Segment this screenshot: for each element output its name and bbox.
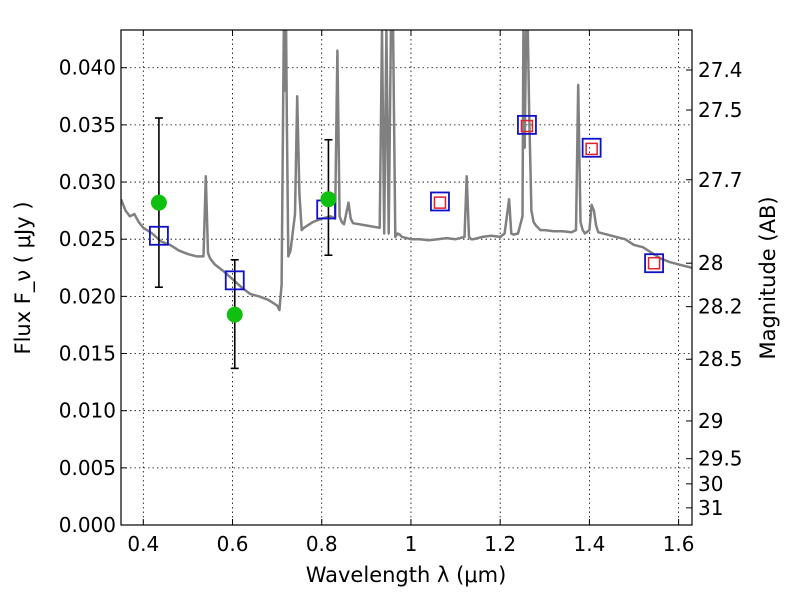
spectrum-layer bbox=[121, 30, 692, 312]
right-tick-label: 27.4 bbox=[698, 58, 743, 82]
blue-square-point bbox=[224, 270, 245, 291]
red-square-point bbox=[647, 256, 661, 270]
x-tick-label: 0.8 bbox=[306, 532, 338, 556]
y-tick-label: 0.035 bbox=[59, 113, 116, 137]
green-circle-point bbox=[226, 306, 243, 323]
right-tick-label: 28.2 bbox=[698, 295, 743, 319]
x-tick-label: 1.6 bbox=[663, 532, 695, 556]
y-tick-label: 0.020 bbox=[59, 284, 116, 308]
x-tick-label: 1.4 bbox=[573, 532, 605, 556]
right-tick-label: 30 bbox=[698, 472, 723, 496]
right-tick-label: 29.5 bbox=[698, 447, 743, 471]
plot-frame bbox=[120, 29, 693, 526]
blue-square-point bbox=[430, 191, 450, 212]
red-square-point bbox=[585, 142, 598, 156]
marker-layer bbox=[149, 114, 664, 323]
ticks bbox=[121, 30, 692, 526]
y-tick-label: 0.030 bbox=[59, 170, 116, 194]
x-tick-label: 0.4 bbox=[127, 532, 159, 556]
right-tick-label: 28.5 bbox=[698, 347, 743, 371]
right-tick-label: 27.7 bbox=[698, 168, 743, 192]
green-circle-point bbox=[320, 191, 337, 208]
red-square-point bbox=[433, 196, 447, 209]
x-axis-label: Wavelength λ (μm) bbox=[306, 563, 507, 587]
green-circle-point bbox=[150, 194, 167, 211]
x-tick-label: 1 bbox=[405, 532, 418, 556]
x-tick-label: 1.2 bbox=[484, 532, 516, 556]
red-square-point bbox=[520, 119, 534, 133]
y-tick-label: 0.005 bbox=[59, 456, 116, 480]
right-tick-label: 27.5 bbox=[698, 98, 743, 122]
y-tick-label: 0.000 bbox=[59, 513, 116, 537]
right-tick-label: 31 bbox=[698, 496, 723, 520]
y-tick-label: 0.040 bbox=[59, 56, 116, 80]
y-tick-label: 0.025 bbox=[59, 227, 116, 251]
right-axis-label: Magnitude (AB) bbox=[756, 196, 780, 359]
y-tick-label: 0.015 bbox=[59, 342, 116, 366]
errorbar-layer bbox=[154, 117, 333, 370]
x-tick-labels: 0.4 0.6 0.8 1 1.2 1.4 1.6 bbox=[127, 532, 694, 556]
y-tick-label: 0.010 bbox=[59, 399, 116, 423]
y-axis-label: Flux F_ν ( μJy ) bbox=[11, 201, 36, 354]
blue-square-point bbox=[644, 253, 664, 274]
x-tick-label: 0.6 bbox=[217, 532, 249, 556]
right-tick-label: 28 bbox=[698, 251, 723, 275]
spectrum-line bbox=[121, 30, 692, 312]
right-tick-label: 29 bbox=[698, 409, 723, 433]
y-tick-labels: 0.000 0.005 0.010 0.015 0.020 0.025 0.030 0.035… bbox=[59, 56, 116, 537]
blue-square-point bbox=[517, 114, 537, 135]
grid bbox=[121, 30, 692, 526]
blue-square-point bbox=[149, 225, 169, 246]
blue-square-point bbox=[581, 137, 602, 158]
